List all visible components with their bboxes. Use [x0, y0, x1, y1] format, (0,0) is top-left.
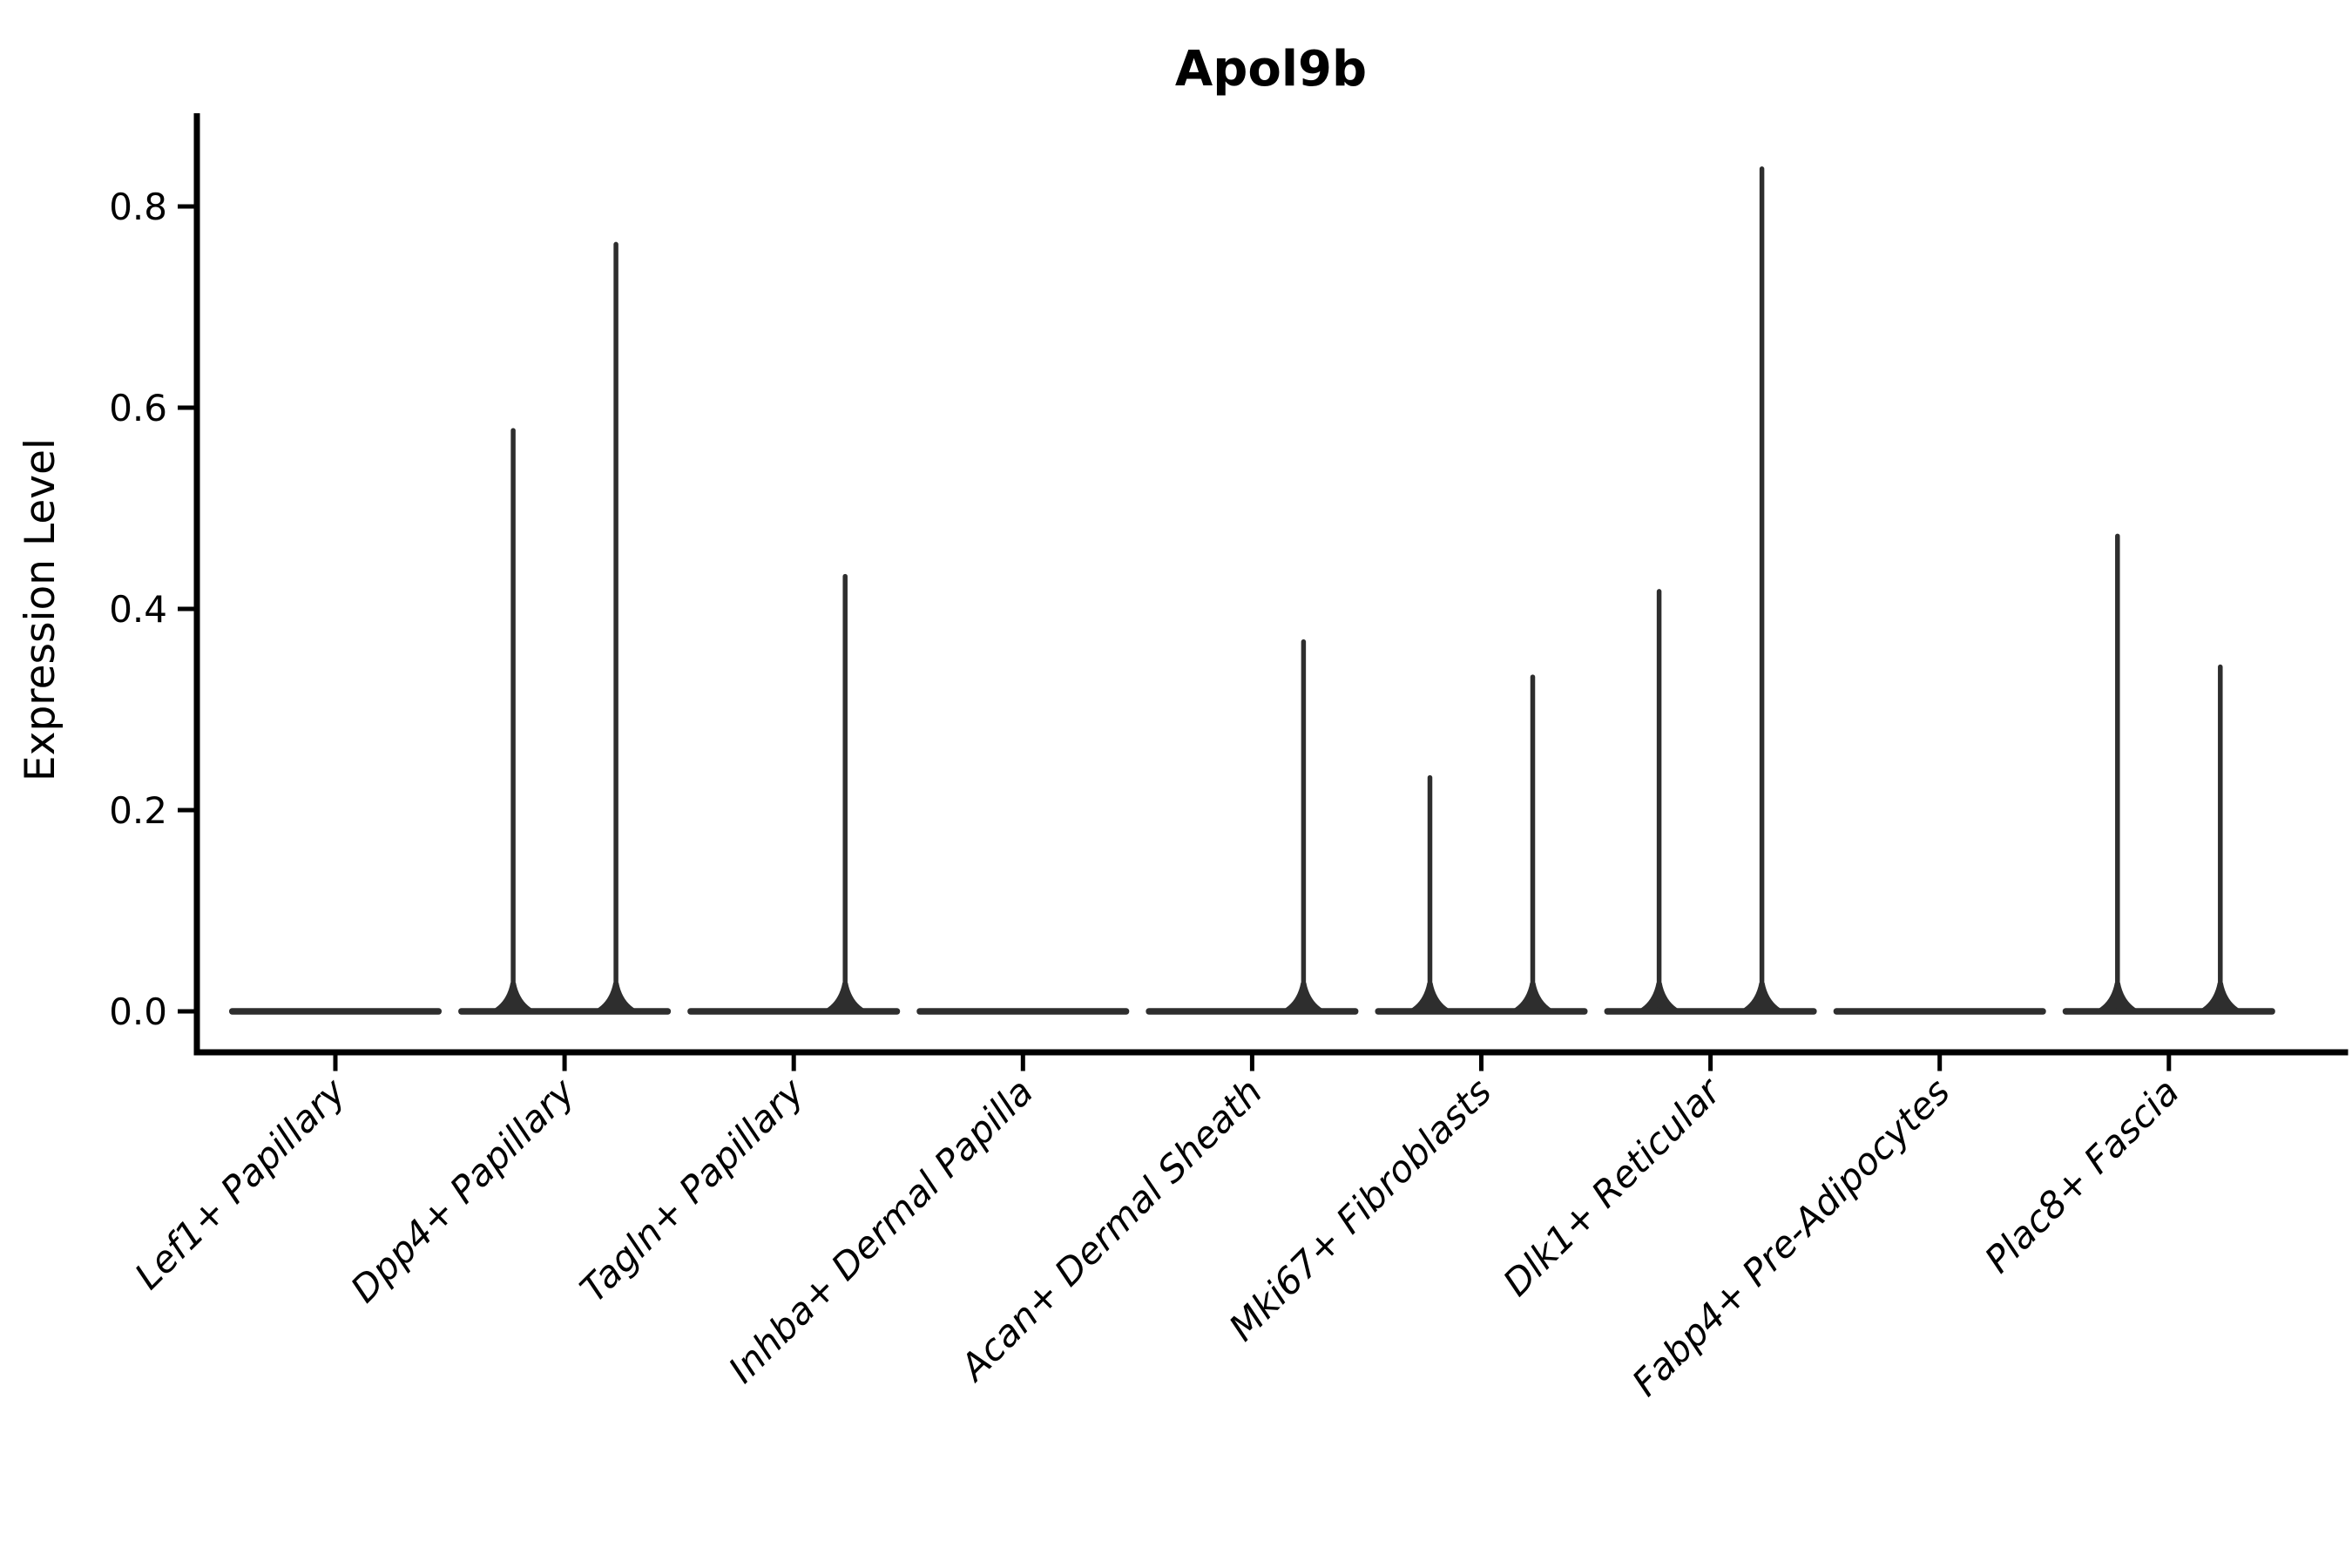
axes-group [193, 113, 2349, 1056]
x-tick-mark [791, 1055, 796, 1071]
x-tick-mark [562, 1055, 567, 1071]
x-axis-spine [193, 1049, 2349, 1056]
chart-title: Apol9b [1175, 41, 1367, 98]
y-axis-spine [193, 113, 200, 1056]
x-tick-label: Dlk1+ Reticular [1495, 1068, 1731, 1304]
x-tick-mark [333, 1055, 338, 1071]
violin-7 [1604, 166, 1817, 1015]
violin-8 [1833, 1008, 2046, 1015]
y-tick-label: 0.6 [109, 387, 167, 429]
violin-6 [1375, 674, 1588, 1015]
violin-5 [1146, 639, 1359, 1015]
y-tick-label: 0.2 [109, 789, 167, 832]
y-tick-mark [178, 1009, 197, 1014]
x-tick-label: Plac8+ Fascia [1977, 1070, 2187, 1281]
x-tick-label: Lef1+ Papillary [126, 1070, 355, 1298]
y-tick-mark [178, 808, 197, 813]
violin-body [1833, 1008, 2046, 1015]
x-tick-label: Dpp4+ Papillary [342, 1070, 584, 1311]
violin-group [229, 166, 2275, 1015]
y-tick-label: 0.4 [109, 588, 167, 631]
x-tick-mark [1708, 1055, 1713, 1071]
x-tick-mark [1479, 1055, 1484, 1071]
y-tick-mark [178, 606, 197, 612]
x-tick-mark [1020, 1055, 1025, 1071]
violin-body [916, 1008, 1130, 1015]
y-tick-label: 0.0 [109, 990, 167, 1033]
y-tick-mark [178, 204, 197, 209]
violin-3 [687, 573, 901, 1015]
y-tick-label: 0.8 [109, 186, 167, 228]
violin-2 [458, 241, 672, 1015]
violin-9 [2062, 533, 2275, 1015]
violin-1 [229, 1008, 442, 1015]
y-axis-label: Expression Level [17, 438, 64, 781]
x-tick-label: Mki67+ Fibroblasts [1220, 1070, 1499, 1348]
x-tick-mark [2166, 1055, 2172, 1071]
violin-4 [916, 1008, 1130, 1015]
x-tick-label: Tagln+ Papillary [571, 1070, 813, 1311]
x-tick-mark [1937, 1055, 1943, 1071]
violin-body [229, 1008, 442, 1015]
x-tick-mark [1249, 1055, 1254, 1071]
y-ticks-group: 0.0 0.2 0.4 0.6 0.8 [109, 186, 197, 1033]
y-tick-mark [178, 405, 197, 410]
